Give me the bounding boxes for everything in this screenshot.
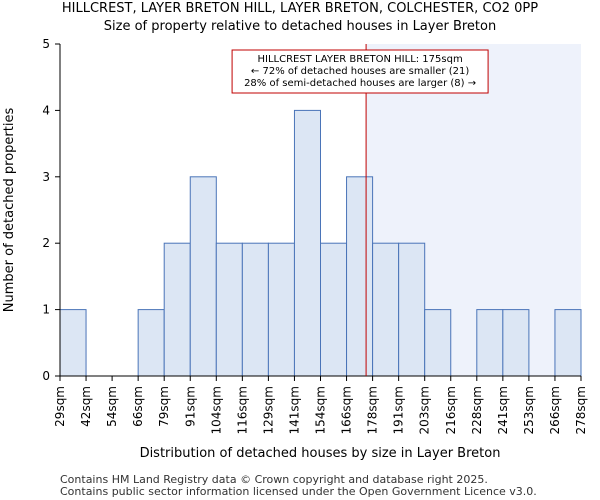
annotation-line-1: HILLCREST LAYER BRETON HILL: 175sqm bbox=[257, 54, 462, 65]
y-axis-label: Number of detached properties bbox=[2, 108, 17, 313]
annotation-line-2: ← 72% of detached houses are smaller (21… bbox=[251, 66, 469, 77]
histogram-bar bbox=[554, 309, 582, 377]
x-tick-label: 241sqm bbox=[496, 386, 510, 434]
x-tick-label: 116sqm bbox=[235, 386, 249, 434]
x-tick-label: 178sqm bbox=[366, 386, 380, 434]
x-tick-label: 266sqm bbox=[548, 386, 562, 434]
y-tick-label: 4 bbox=[42, 103, 50, 117]
x-tick-label: 216sqm bbox=[444, 386, 458, 434]
footer-line-1: Contains HM Land Registry data © Crown c… bbox=[60, 473, 488, 486]
histogram-bar bbox=[137, 309, 165, 377]
histogram-bar bbox=[398, 242, 426, 377]
y-tick-label: 5 bbox=[42, 37, 50, 51]
x-tick-label: 166sqm bbox=[340, 386, 354, 434]
chart-title: HILLCREST, LAYER BRETON HILL, LAYER BRET… bbox=[62, 1, 538, 16]
x-tick-label: 278sqm bbox=[574, 386, 588, 434]
annotation-box bbox=[231, 49, 489, 94]
x-tick-label: 203sqm bbox=[418, 386, 432, 434]
histogram-bar bbox=[215, 242, 243, 377]
histogram-bar bbox=[372, 242, 400, 377]
x-axis-label: Distribution of detached houses by size … bbox=[140, 446, 501, 461]
plot-area: 0 1 2 3 4 5 29sqm 42sqm 54sqm 66sqm 79sqm 91sqm 104s… bbox=[42, 37, 588, 434]
histogram-bar bbox=[241, 242, 269, 377]
y-tick-label: 0 bbox=[42, 369, 50, 383]
x-tick-label: 79sqm bbox=[157, 386, 171, 427]
histogram-bar bbox=[320, 242, 348, 377]
x-tick-label: 228sqm bbox=[470, 386, 484, 434]
histogram-bar bbox=[502, 309, 530, 377]
x-tick-label: 54sqm bbox=[105, 386, 119, 427]
histogram-bar bbox=[59, 309, 87, 377]
x-tick-label: 29sqm bbox=[53, 386, 67, 427]
histogram-bar bbox=[346, 176, 374, 377]
histogram-bar bbox=[189, 176, 217, 377]
histogram-bar bbox=[476, 309, 504, 377]
x-tick-label: 141sqm bbox=[287, 386, 301, 434]
histogram-bar bbox=[267, 242, 295, 377]
x-tick-label: 253sqm bbox=[522, 386, 536, 434]
x-tick-label: 154sqm bbox=[314, 386, 328, 434]
footer-line-2: Contains public sector information licen… bbox=[60, 485, 537, 498]
x-tick-label: 129sqm bbox=[261, 386, 275, 434]
x-tick-label: 91sqm bbox=[183, 386, 197, 427]
histogram-bar bbox=[293, 109, 322, 377]
x-tick-label: 191sqm bbox=[392, 386, 406, 434]
y-tick-label: 3 bbox=[42, 170, 50, 184]
x-tick-label: 66sqm bbox=[131, 386, 145, 427]
histogram-bar bbox=[424, 309, 452, 377]
annotation-line-3: 28% of semi-detached houses are larger (… bbox=[244, 78, 476, 89]
chart-subtitle: Size of property relative to detached ho… bbox=[104, 19, 496, 34]
x-tick-label: 42sqm bbox=[79, 386, 93, 427]
histogram-bar bbox=[163, 242, 191, 377]
y-tick-label: 2 bbox=[42, 236, 50, 250]
y-tick-label: 1 bbox=[42, 303, 50, 317]
x-tick-label: 104sqm bbox=[209, 386, 223, 434]
